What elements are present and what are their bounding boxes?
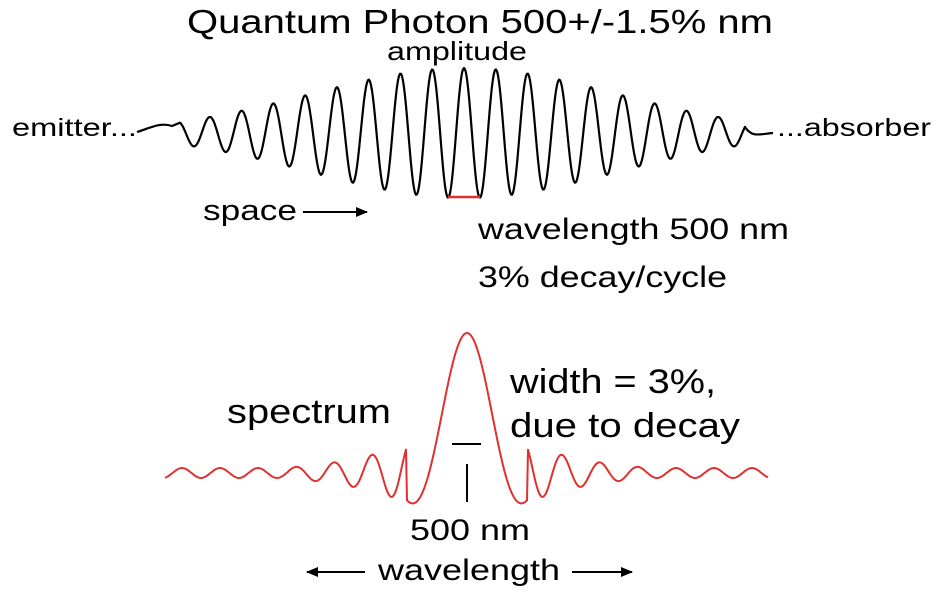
diagram-title: Quantum Photon 500+/-1.5% nm bbox=[187, 3, 773, 40]
decay-label: 3% decay/cycle bbox=[478, 261, 727, 294]
center-wavelength-label: 500 nm bbox=[410, 514, 530, 547]
width-label-line2: due to decay bbox=[510, 407, 740, 445]
absorber-label: ...absorber bbox=[777, 114, 931, 142]
wavelength-500nm-label: wavelength 500 nm bbox=[477, 213, 789, 246]
space-label: space bbox=[203, 195, 297, 227]
emitter-label: emitter... bbox=[12, 114, 137, 142]
width-label-line1: width = 3%, bbox=[509, 363, 716, 401]
spectrum-label: spectrum bbox=[227, 393, 391, 431]
spectrum-curve bbox=[164, 332, 769, 505]
wavelength-axis-label: wavelength bbox=[377, 554, 560, 587]
wave-packet-curve bbox=[136, 66, 774, 199]
amplitude-label: amplitude bbox=[387, 36, 527, 66]
